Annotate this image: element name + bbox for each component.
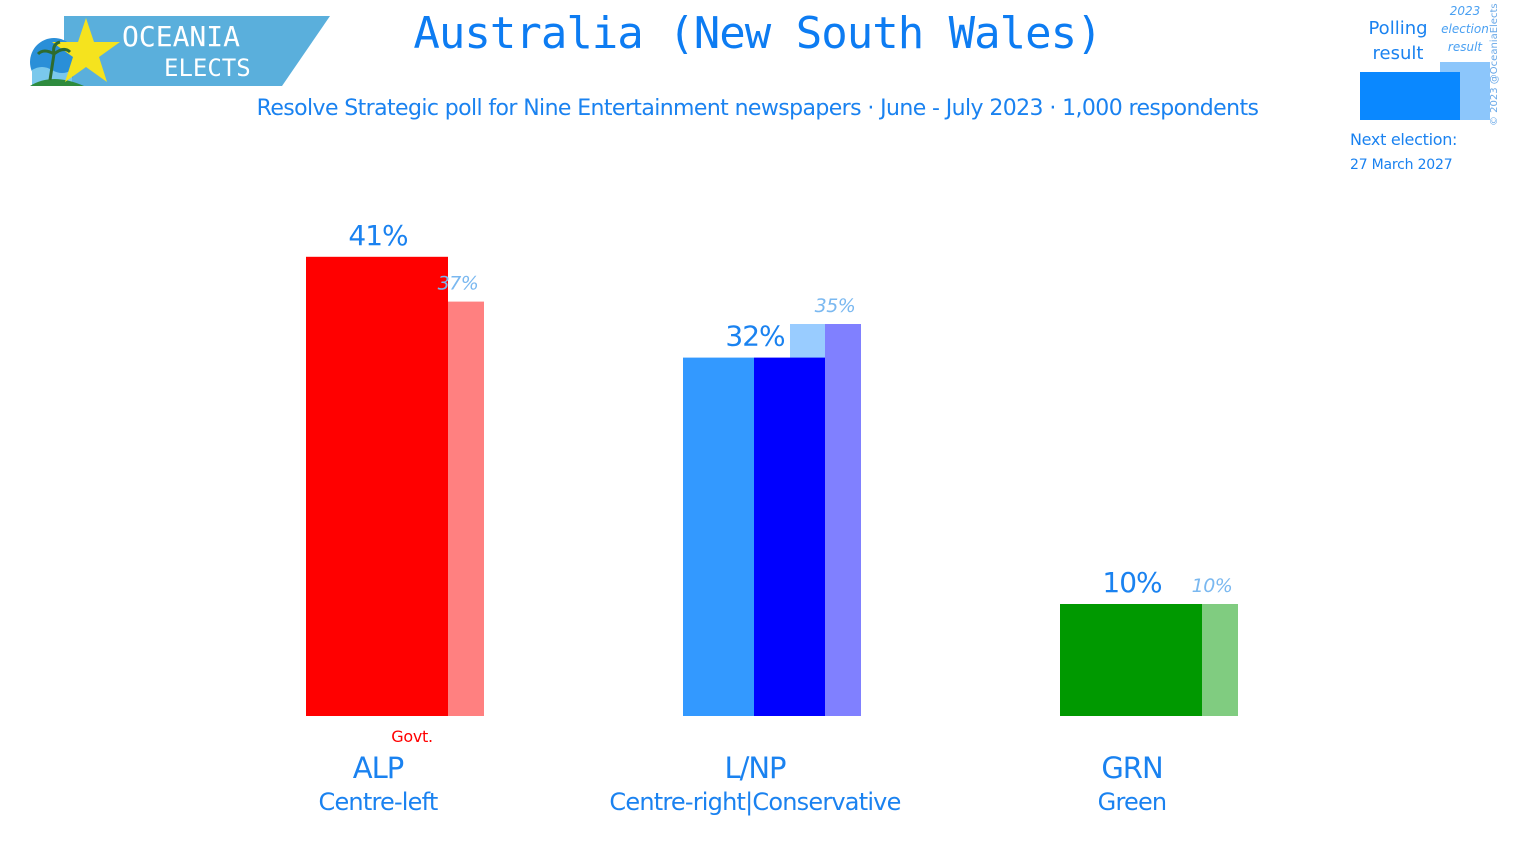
next-election-date: 27 March 2027 — [1350, 157, 1453, 173]
star-icon — [52, 18, 120, 82]
lnp-poll-label: 32% — [725, 320, 785, 353]
alp-poll-bar — [306, 256, 448, 716]
grn-ideology: Green — [1098, 788, 1167, 816]
logo-line1: OCEANIA — [122, 20, 240, 53]
grn-poll-bar — [1060, 604, 1202, 716]
alp-govt-badge: Govt. — [391, 727, 433, 746]
legend-election-label: 2023 election result — [1438, 2, 1492, 56]
alp-poll-label: 41% — [348, 219, 408, 252]
legend-polling-swatch — [1360, 72, 1460, 120]
lnp-prev-bar — [825, 324, 861, 716]
grn-prev-label: 10% — [1192, 575, 1233, 597]
grn-prev-bar — [1202, 604, 1238, 716]
alp-prev-bar — [448, 301, 484, 716]
lnp-party-name: L/NP — [724, 751, 786, 785]
alp-party-name: ALP — [353, 751, 404, 785]
legend-election-line2: election — [1441, 22, 1489, 36]
legend-polling-line1: Polling — [1368, 18, 1428, 39]
oceania-elects-logo: OCEANIA ELECTS — [30, 16, 330, 86]
lnp-prev-label: 35% — [815, 295, 856, 317]
logo-line2: ELECTS — [164, 54, 251, 82]
lnp-poll-bar-left — [683, 357, 754, 716]
grn-party-name: GRN — [1101, 751, 1162, 785]
legend-election-line3: result — [1447, 40, 1483, 54]
logo-banner — [64, 16, 330, 86]
legend-polling-line2: result — [1372, 43, 1424, 64]
lnp-poll-bar-right — [754, 357, 825, 716]
lnp-ideology: Centre-right|Conservative — [609, 788, 900, 816]
grn-poll-label: 10% — [1102, 566, 1162, 599]
page-subtitle: Resolve Strategic poll for Nine Entertai… — [256, 96, 1259, 121]
logo-island — [30, 79, 84, 86]
page-title: Australia (New South Wales) — [413, 8, 1102, 59]
legend-polling-label: Polling result — [1356, 16, 1440, 66]
legend-election-line1: 2023 — [1449, 4, 1481, 18]
next-election-label: Next election: — [1350, 130, 1458, 149]
palm-tree-icon — [36, 40, 72, 81]
alp-ideology: Centre-left — [319, 788, 438, 816]
alp-prev-label: 37% — [438, 273, 479, 295]
